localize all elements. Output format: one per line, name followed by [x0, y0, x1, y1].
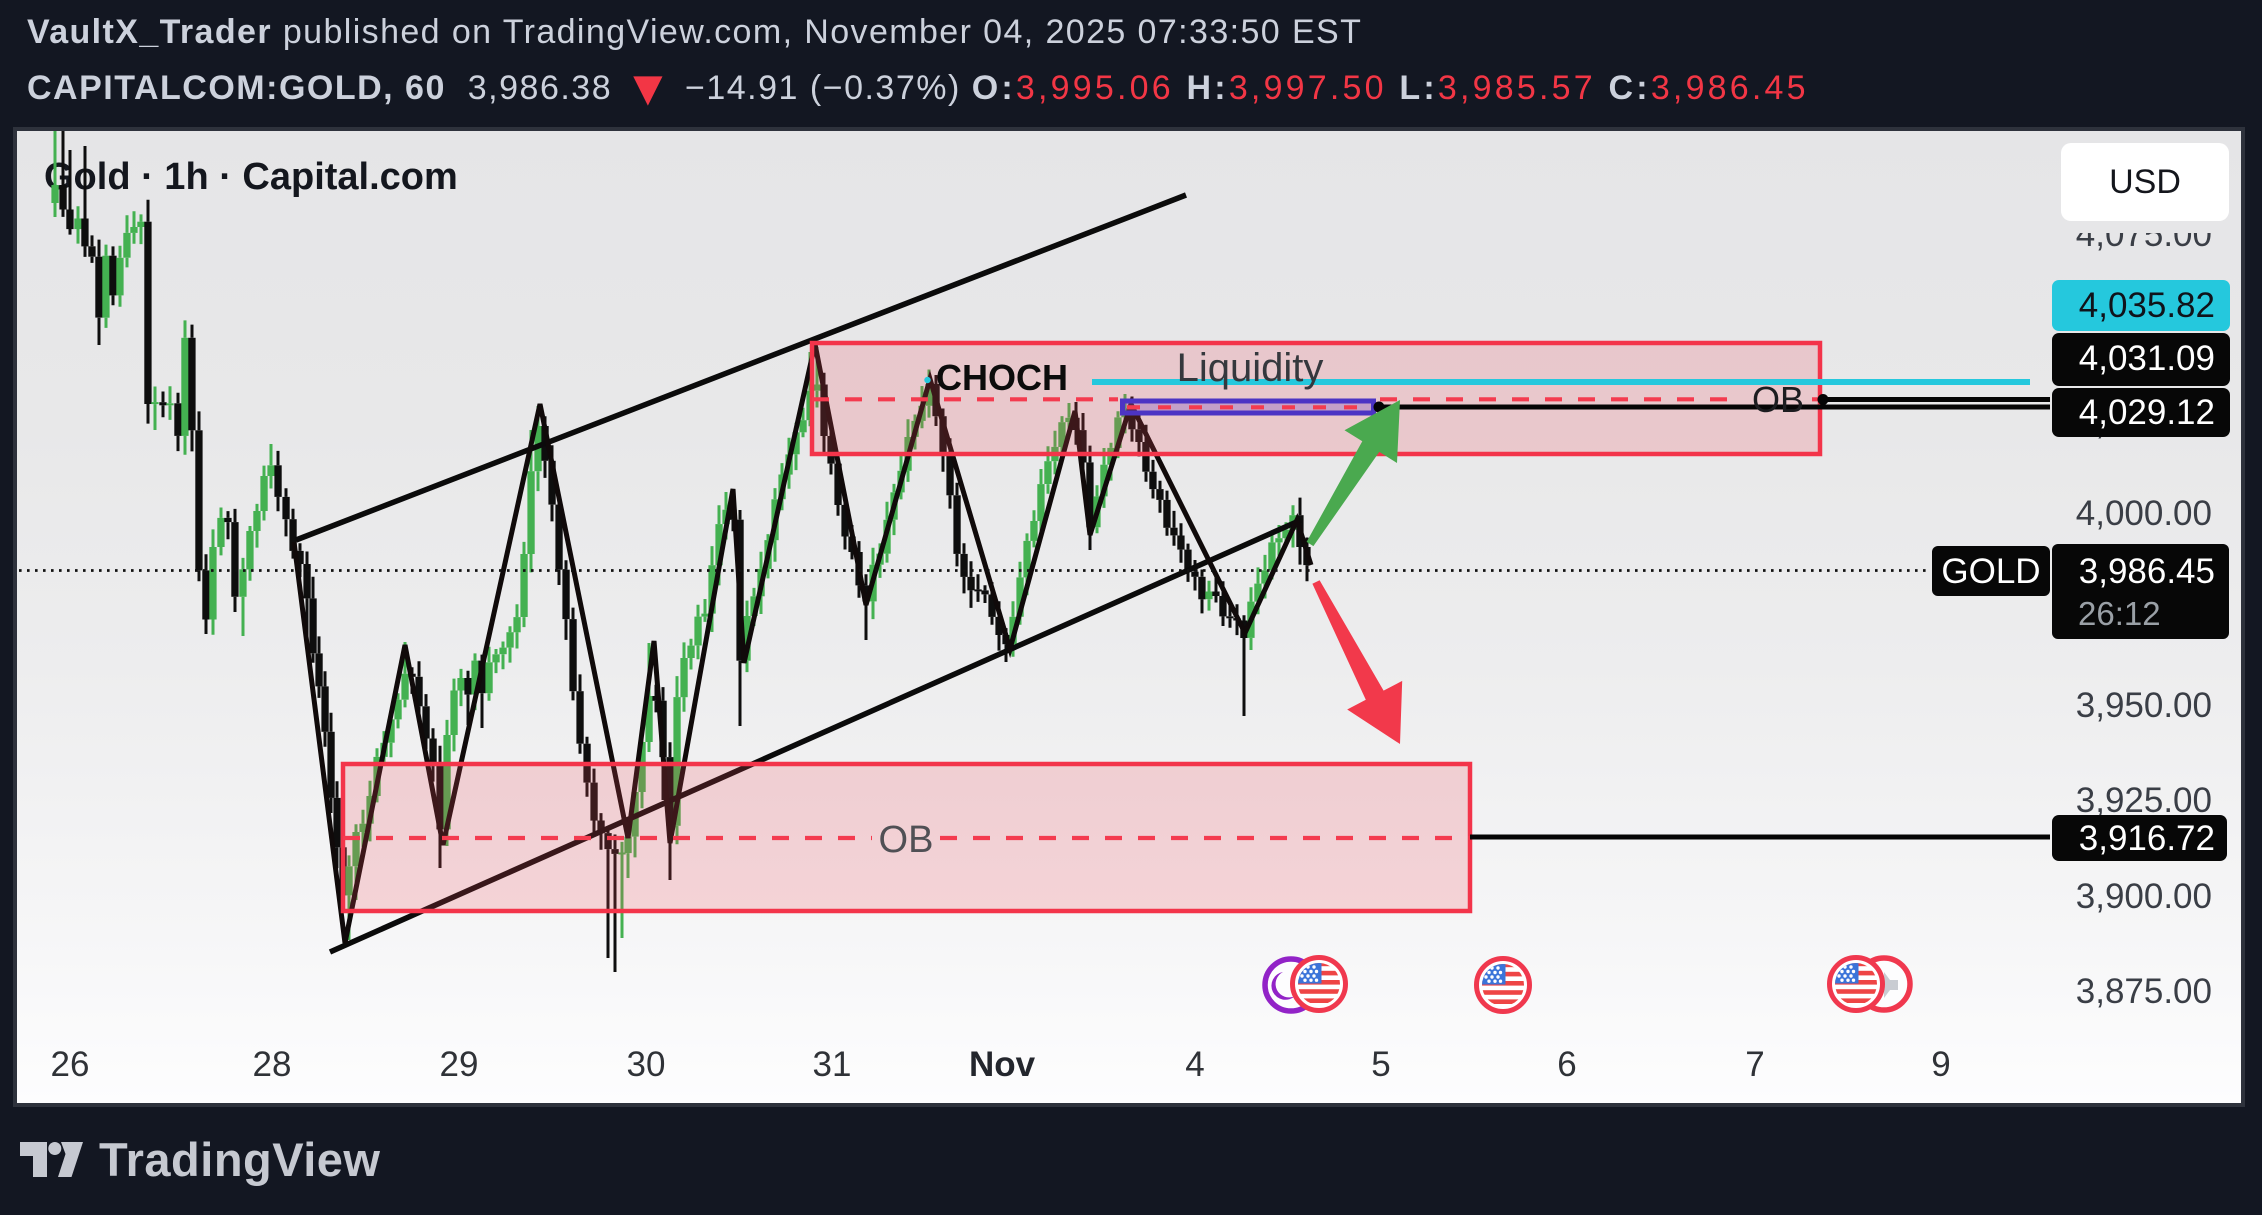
svg-text:5: 5	[1371, 1045, 1390, 1084]
svg-text:29: 29	[440, 1045, 479, 1084]
svg-text:Nov: Nov	[969, 1045, 1036, 1084]
svg-text:OB: OB	[1752, 379, 1804, 420]
svg-text:31: 31	[813, 1045, 852, 1084]
svg-text:4,031.09: 4,031.09	[2079, 339, 2215, 378]
svg-text:4: 4	[1185, 1045, 1204, 1084]
svg-text:4,000.00: 4,000.00	[2076, 494, 2212, 533]
svg-text:3,986.45: 3,986.45	[2079, 552, 2215, 591]
svg-text:4,029.12: 4,029.12	[2079, 393, 2215, 432]
svg-text:OB: OB	[879, 819, 934, 861]
svg-text:Liquidity: Liquidity	[1177, 346, 1324, 390]
svg-text:3,950.00: 3,950.00	[2076, 686, 2212, 725]
svg-text:26:12: 26:12	[2078, 595, 2161, 632]
svg-text:3,900.00: 3,900.00	[2076, 877, 2212, 916]
svg-text:3,916.72: 3,916.72	[2079, 819, 2215, 858]
svg-text:4,035.82: 4,035.82	[2079, 286, 2215, 325]
svg-text:3,925.00: 3,925.00	[2076, 781, 2212, 820]
svg-text:30: 30	[627, 1045, 666, 1084]
svg-text:4,075.00: 4,075.00	[2076, 215, 2212, 254]
svg-text:3,875.00: 3,875.00	[2076, 972, 2212, 1011]
svg-text:28: 28	[253, 1045, 292, 1084]
svg-text:7: 7	[1745, 1045, 1764, 1084]
svg-text:9: 9	[1931, 1045, 1950, 1084]
svg-text:26: 26	[51, 1045, 90, 1084]
svg-text:GOLD: GOLD	[1941, 552, 2040, 591]
svg-text:CHOCH: CHOCH	[936, 357, 1068, 398]
svg-text:6: 6	[1557, 1045, 1576, 1084]
